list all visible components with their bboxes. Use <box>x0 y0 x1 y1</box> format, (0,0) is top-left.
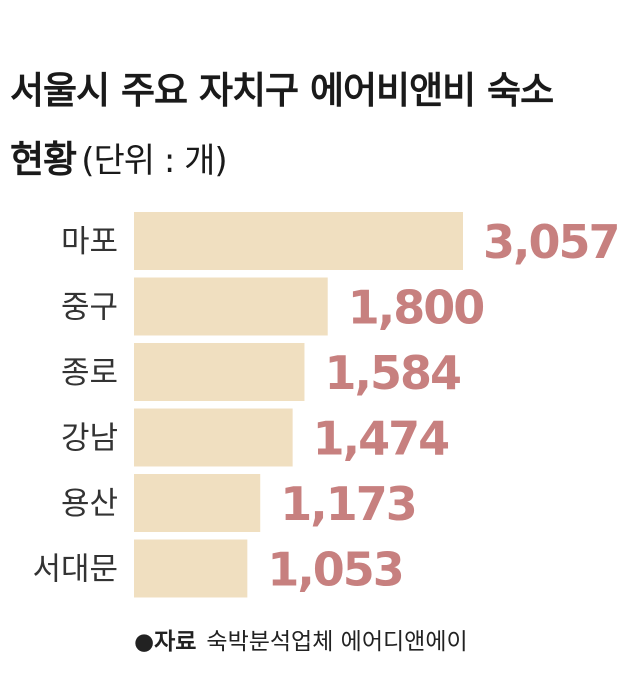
source-label: 자료 <box>154 629 197 655</box>
value-label: 3,057 <box>483 215 619 269</box>
category-label: 강남 <box>61 421 118 457</box>
value-label: 1,584 <box>324 346 460 400</box>
value-label: 1,474 <box>313 412 449 466</box>
chart-title: 서울시 주요 자치구 에어비앤비 숙소 현황 (단위 : 개) <box>10 60 630 198</box>
chart-unit: (단위 : 개) <box>81 141 227 181</box>
category-label: 서대문 <box>32 552 118 588</box>
value-label: 1,800 <box>348 281 484 335</box>
source-text: 숙박분석업체 에어디앤에이 <box>206 629 468 655</box>
category-label: 용산 <box>61 486 118 522</box>
bar <box>134 408 293 467</box>
category-label: 중구 <box>61 290 118 326</box>
source-bullet-icon: ● <box>134 629 155 655</box>
bar <box>134 343 305 401</box>
bar <box>134 539 248 598</box>
value-label: 1,053 <box>267 543 403 597</box>
bar <box>134 212 463 270</box>
category-label: 마포 <box>61 224 118 260</box>
chart-title-line2: 현황 <box>10 138 77 181</box>
chart-title-line1: 서울시 주요 자치구 에어비앤비 숙소 <box>10 69 554 112</box>
source-note: ●자료 숙박분석업체 에어디앤에이 <box>134 622 468 656</box>
bar <box>134 277 328 336</box>
category-label: 종로 <box>61 355 118 391</box>
value-label: 1,173 <box>280 477 416 531</box>
bar <box>134 474 261 532</box>
